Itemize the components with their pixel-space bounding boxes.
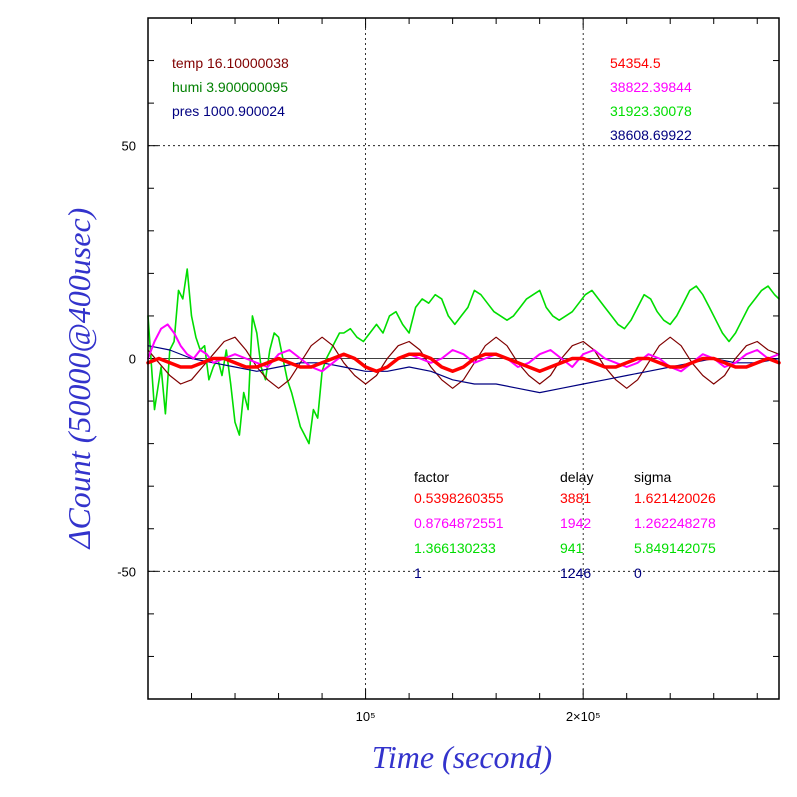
fit-row-red-sigma: 1.621420026 xyxy=(634,490,716,506)
series-line-0 xyxy=(147,268,780,445)
fit-header-factor: factor xyxy=(414,469,449,485)
env-pres-label: pres 1000.900024 xyxy=(172,103,285,119)
fit-row-red-factor: 0.5398260355 xyxy=(414,490,504,506)
fit-row-green-factor: 1.366130233 xyxy=(414,540,496,556)
fit-row-magenta-sigma: 1.262248278 xyxy=(634,515,716,531)
fit-row-navy-sigma: 0 xyxy=(634,565,642,581)
fit-row-red-delay: 3881 xyxy=(560,490,591,506)
fit-table: factor delay sigma 0.5398260355 3881 1.6… xyxy=(414,469,716,581)
x-tick-label: 2×10⁵ xyxy=(566,709,601,724)
fit-header-sigma: sigma xyxy=(634,469,672,485)
baseline-values: 54354.5 38822.39844 31923.30078 38608.69… xyxy=(610,55,692,143)
env-temp-label: temp 16.10000038 xyxy=(172,55,289,71)
fit-row-magenta-factor: 0.8764872551 xyxy=(414,515,504,531)
fit-row-green-sigma: 5.849142075 xyxy=(634,540,716,556)
baseline-navy: 38608.69922 xyxy=(610,127,692,143)
y-tick-label: 50 xyxy=(122,139,136,154)
fit-row-navy-delay: 1246 xyxy=(560,565,591,581)
baseline-green: 31923.30078 xyxy=(610,103,692,119)
environment-legend: temp 16.10000038 humi 3.900000095 pres 1… xyxy=(172,55,289,119)
series-line-4 xyxy=(146,352,781,374)
fit-header-delay: delay xyxy=(560,469,593,485)
fit-row-navy-factor: 1 xyxy=(414,565,422,581)
y-tick-label: -50 xyxy=(117,564,136,579)
plot-frame xyxy=(147,17,780,700)
fit-row-green-delay: 941 xyxy=(560,540,584,556)
tick-labels: -50 0 50 10⁵ 2×10⁵ xyxy=(117,139,600,724)
x-tick-label: 10⁵ xyxy=(356,709,376,724)
y-tick-label: 0 xyxy=(129,352,136,367)
y-axis-title: ΔCount (50000@400usec) xyxy=(61,208,97,551)
env-humi-label: humi 3.900000095 xyxy=(172,79,288,95)
x-axis-title: Time (second) xyxy=(372,739,552,775)
series-group xyxy=(146,268,781,445)
baseline-magenta: 38822.39844 xyxy=(610,79,692,95)
baseline-red: 54354.5 xyxy=(610,55,661,71)
fit-row-magenta-delay: 1942 xyxy=(560,515,591,531)
